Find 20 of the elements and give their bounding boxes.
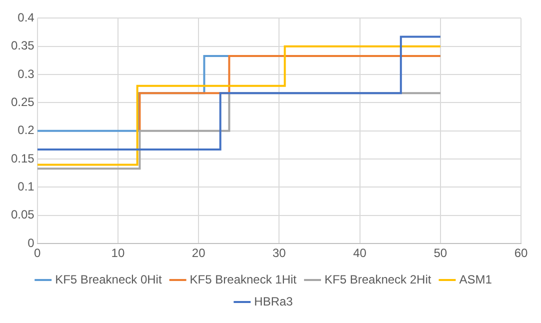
x-tick-label: 10 xyxy=(111,246,125,260)
y-tick-label: 0.3 xyxy=(18,66,35,81)
y-tick-label: 0.2 xyxy=(18,123,35,138)
legend-label: HBRa3 xyxy=(254,294,294,308)
legend-label: ASM1 xyxy=(459,272,492,286)
y-tick-label: 0.05 xyxy=(10,208,35,222)
x-tick-label: 50 xyxy=(434,246,448,260)
y-tick-label: 0.1 xyxy=(18,180,35,194)
x-tick-label: 40 xyxy=(353,246,367,260)
x-tick-label: 30 xyxy=(272,246,286,260)
y-tick-label: 0 xyxy=(28,236,35,250)
x-tick-label: 20 xyxy=(192,246,206,260)
y-tick-label: 0.35 xyxy=(10,38,35,53)
x-tick-label: 60 xyxy=(514,246,528,260)
y-tick-label: 0.25 xyxy=(10,95,35,110)
y-tick-label: 0.4 xyxy=(18,10,35,25)
legend-label: KF5 Breakneck 1Hit xyxy=(190,272,298,286)
y-tick-label: 0.15 xyxy=(10,151,35,166)
legend-label: KF5 Breakneck 2Hit xyxy=(324,272,432,286)
legend-label: KF5 Breakneck 0Hit xyxy=(55,272,162,286)
